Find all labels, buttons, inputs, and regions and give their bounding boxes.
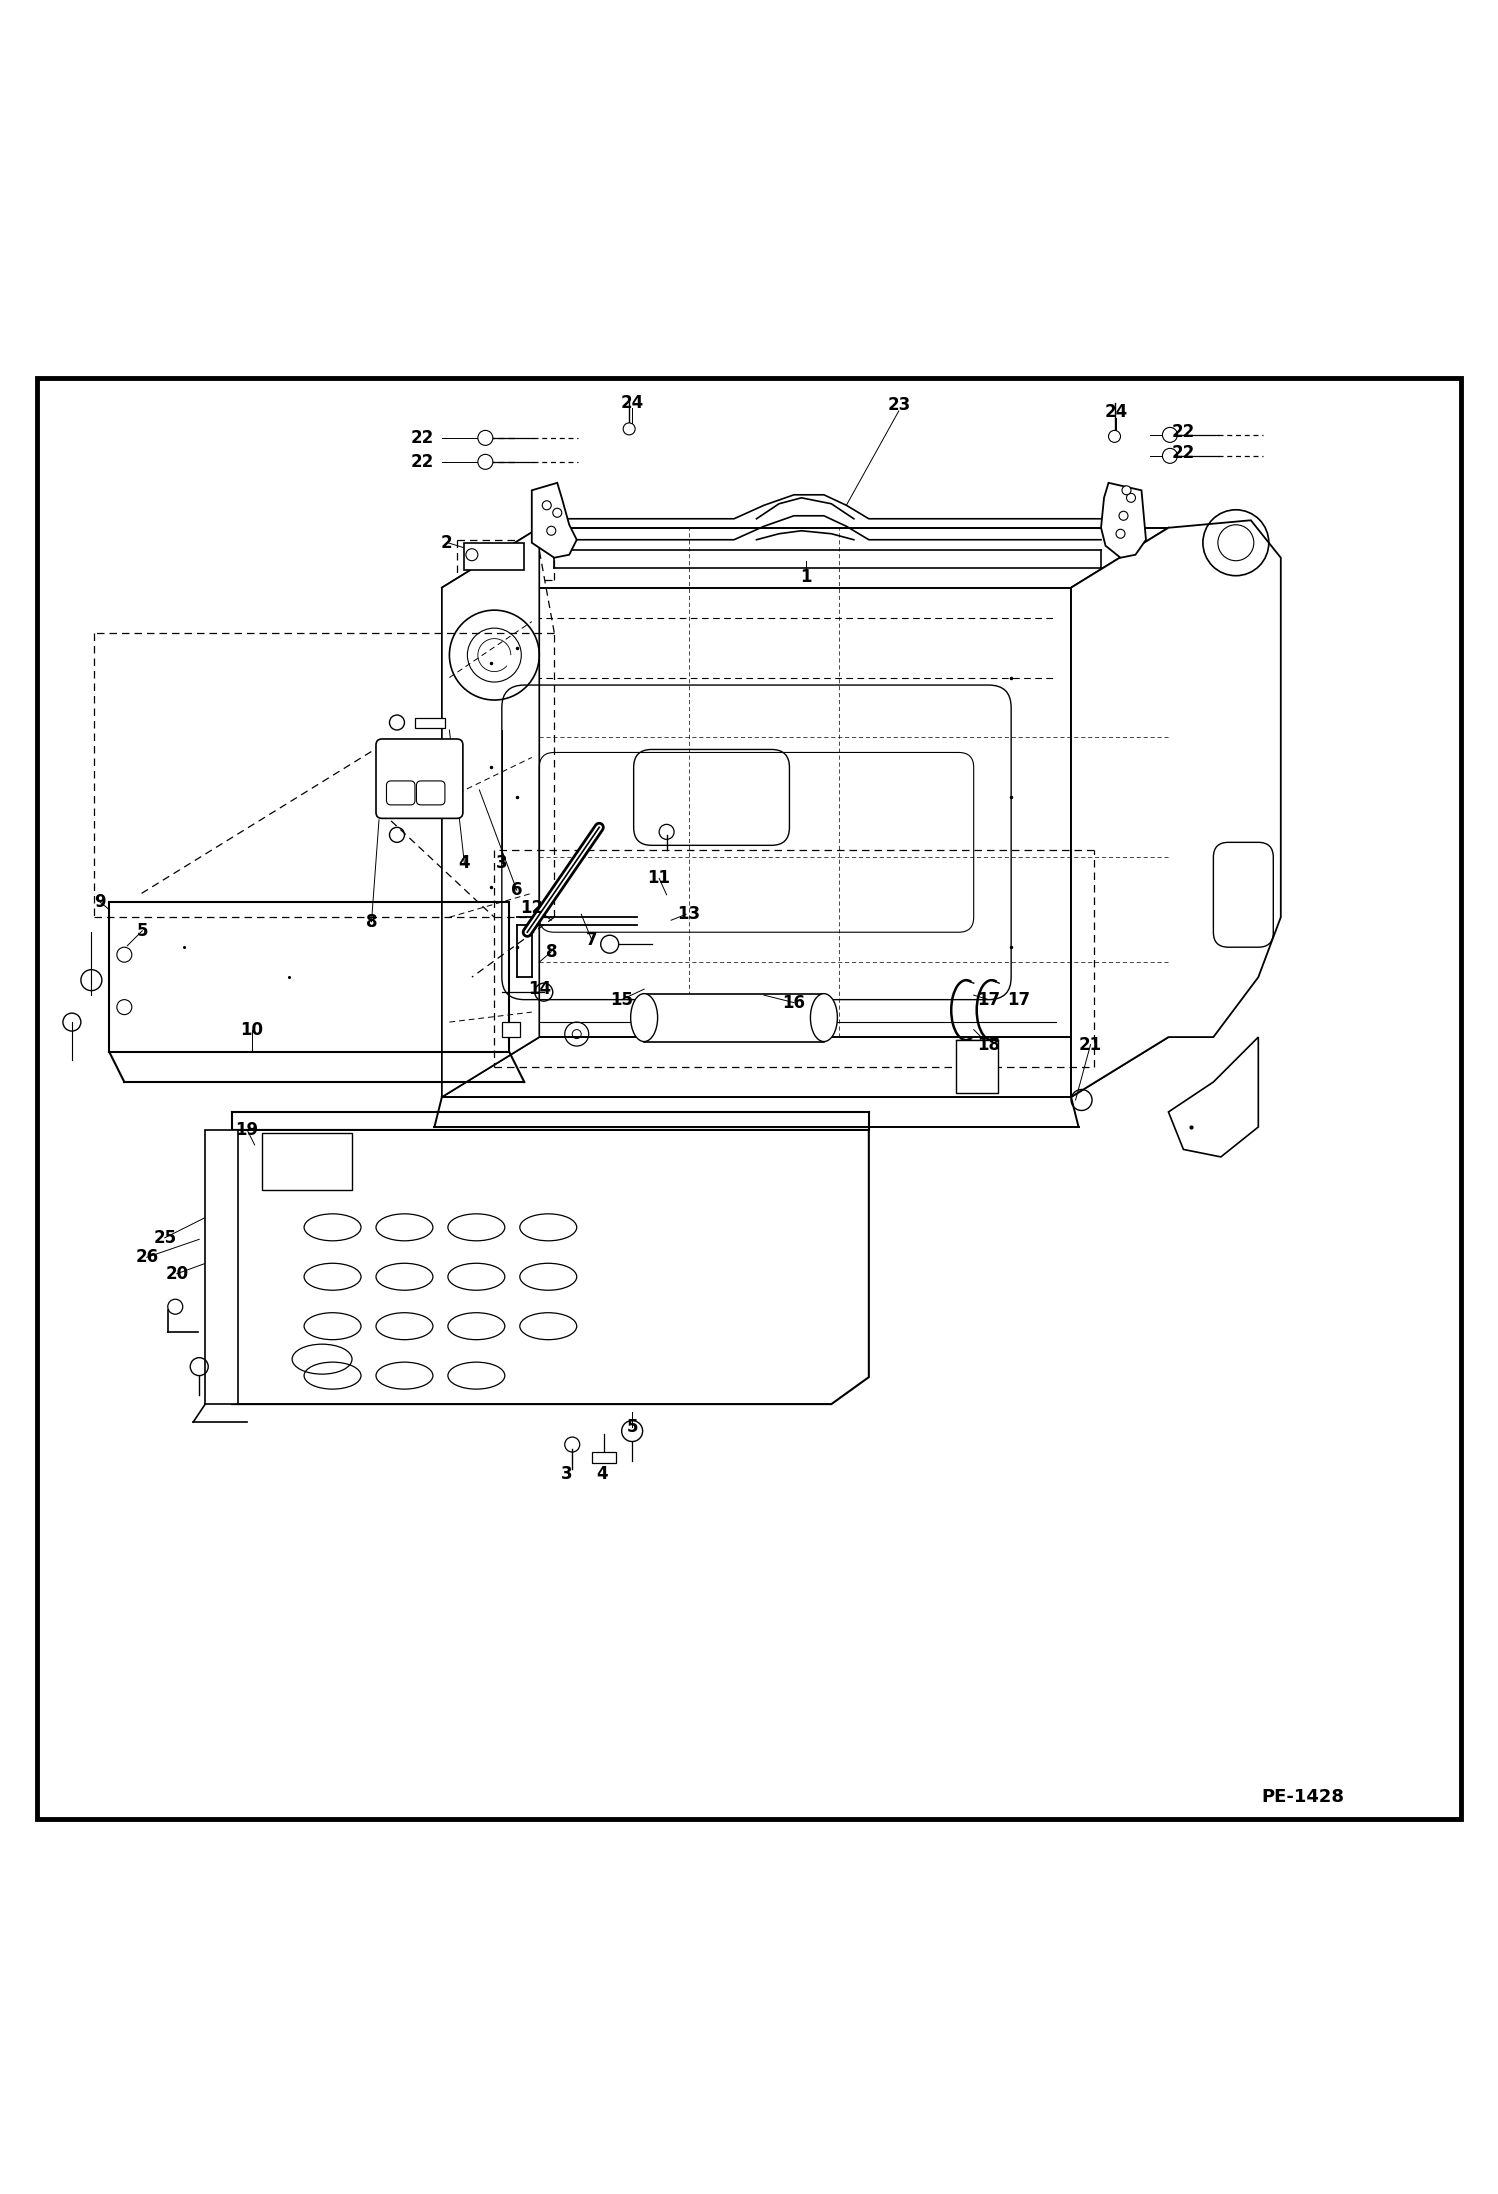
Text: 22: 22 [1171, 423, 1195, 441]
Bar [205, 1130, 238, 1404]
Text: 17: 17 [1007, 992, 1031, 1009]
Text: 17: 17 [977, 992, 1001, 1009]
Text: 2: 2 [440, 533, 452, 551]
Text: 26: 26 [135, 1248, 159, 1266]
Bar [262, 1132, 352, 1189]
Circle shape [1116, 529, 1125, 538]
Text: 10: 10 [240, 1020, 264, 1038]
Text: 7: 7 [586, 930, 598, 948]
Text: 25: 25 [153, 1229, 177, 1246]
Text: 1: 1 [800, 568, 812, 586]
Bar [415, 717, 445, 728]
Text: 22: 22 [410, 428, 434, 448]
Text: PE-1428: PE-1428 [1261, 1788, 1345, 1806]
Circle shape [466, 548, 478, 562]
Bar [592, 1452, 616, 1463]
Text: 24: 24 [1104, 404, 1128, 421]
Ellipse shape [810, 994, 837, 1042]
Circle shape [1126, 494, 1135, 502]
Circle shape [1162, 448, 1177, 463]
Circle shape [547, 527, 556, 535]
Text: 8: 8 [545, 943, 557, 961]
Circle shape [1162, 428, 1177, 443]
FancyBboxPatch shape [376, 739, 463, 818]
Circle shape [623, 423, 635, 434]
Bar [464, 542, 524, 570]
Circle shape [478, 430, 493, 445]
Polygon shape [1071, 520, 1281, 1097]
Circle shape [1122, 485, 1131, 496]
Text: 11: 11 [647, 869, 671, 886]
Text: 4: 4 [596, 1466, 608, 1483]
Text: 3: 3 [560, 1466, 572, 1483]
Circle shape [542, 500, 551, 509]
Text: 21: 21 [1079, 1036, 1103, 1053]
Text: 23: 23 [887, 395, 911, 415]
Text: 18: 18 [977, 1036, 1001, 1053]
Text: 5: 5 [136, 921, 148, 939]
Circle shape [1119, 511, 1128, 520]
Text: 20: 20 [165, 1264, 189, 1283]
Text: 13: 13 [677, 906, 701, 924]
Bar [644, 994, 824, 1042]
Text: 24: 24 [620, 395, 644, 412]
Ellipse shape [631, 994, 658, 1042]
Text: 12: 12 [520, 900, 544, 917]
Text: 14: 14 [527, 981, 551, 998]
Bar [502, 1022, 520, 1038]
Text: 15: 15 [610, 992, 634, 1009]
Polygon shape [232, 1130, 869, 1404]
Polygon shape [532, 483, 577, 557]
Text: 22: 22 [410, 452, 434, 472]
Text: 16: 16 [782, 994, 806, 1011]
Text: 4: 4 [458, 853, 470, 873]
Text: 3: 3 [496, 853, 508, 873]
Bar [956, 1040, 998, 1093]
Polygon shape [1168, 1038, 1258, 1156]
Text: 6: 6 [511, 882, 523, 900]
Circle shape [553, 509, 562, 518]
Circle shape [1109, 430, 1121, 443]
Text: 9: 9 [94, 893, 106, 911]
Text: 22: 22 [1171, 443, 1195, 463]
Circle shape [478, 454, 493, 470]
Text: 5: 5 [626, 1417, 638, 1435]
Polygon shape [442, 529, 539, 1097]
Text: 19: 19 [235, 1121, 259, 1139]
Polygon shape [1101, 483, 1146, 557]
Text: 8: 8 [366, 913, 377, 930]
